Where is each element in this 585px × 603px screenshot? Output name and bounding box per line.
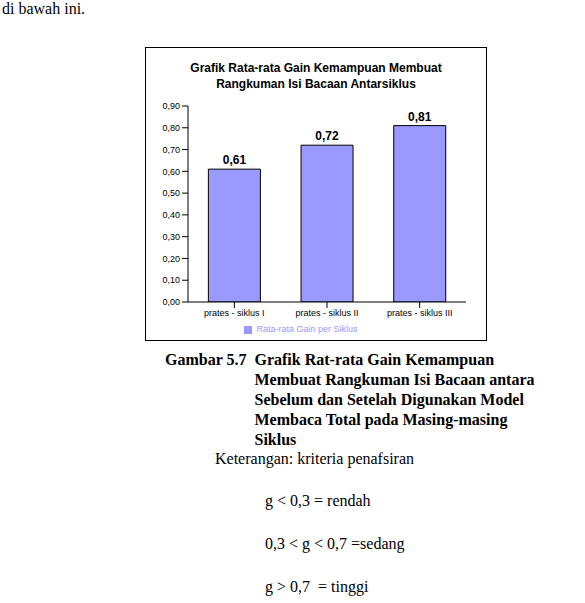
svg-text:0,30: 0,30 xyxy=(162,232,180,242)
html-text:Gambar 5.7: Gambar 5.7 xyxy=(165,351,247,368)
html-text:0,3 < g < 0,7 =sedang: 0,3 < g < 0,7 =sedang xyxy=(265,535,405,552)
svg-text:0,72: 0,72 xyxy=(315,129,339,143)
html-text:Grafik Rata-rata Gain Kemampua: Grafik Rata-rata Gain Kemampuan Membuat … xyxy=(190,61,442,91)
html-text:Grafik Rat-rata Gain Kemampuan: Grafik Rat-rata Gain Kemampuan Membuat R… xyxy=(254,351,535,448)
html-text:g < 0,3 = rendah: g < 0,3 = rendah xyxy=(265,492,371,509)
svg-text:0,00: 0,00 xyxy=(162,297,180,307)
html-text:Rata-rata Gain per Siklus: Rata-rata Gain per Siklus xyxy=(256,324,358,334)
svg-text:prates - siklus II: prates - siklus II xyxy=(295,308,358,318)
svg-text:0,50: 0,50 xyxy=(162,188,180,198)
svg-text:0,60: 0,60 xyxy=(162,167,180,177)
svg-text:0,70: 0,70 xyxy=(162,145,180,155)
html-text:di bawah ini.: di bawah ini. xyxy=(2,0,86,17)
svg-text:0,40: 0,40 xyxy=(162,210,180,220)
svg-text:prates - siklus I: prates - siklus I xyxy=(204,308,265,318)
svg-text:0,90: 0,90 xyxy=(162,101,180,111)
svg-text:0,10: 0,10 xyxy=(162,275,180,285)
html-text:g > 0,7 = tinggi: g > 0,7 = tinggi xyxy=(265,578,369,595)
html-text:Keterangan: kriteria penafsira: Keterangan: kriteria penafsiran xyxy=(215,450,414,467)
svg-text:0,81: 0,81 xyxy=(408,110,432,124)
svg-text:0,80: 0,80 xyxy=(162,123,180,133)
svg-text:0,20: 0,20 xyxy=(162,254,180,264)
svg-text:prates - siklus III: prates - siklus III xyxy=(387,308,453,318)
svg-text:0,61: 0,61 xyxy=(223,153,247,167)
